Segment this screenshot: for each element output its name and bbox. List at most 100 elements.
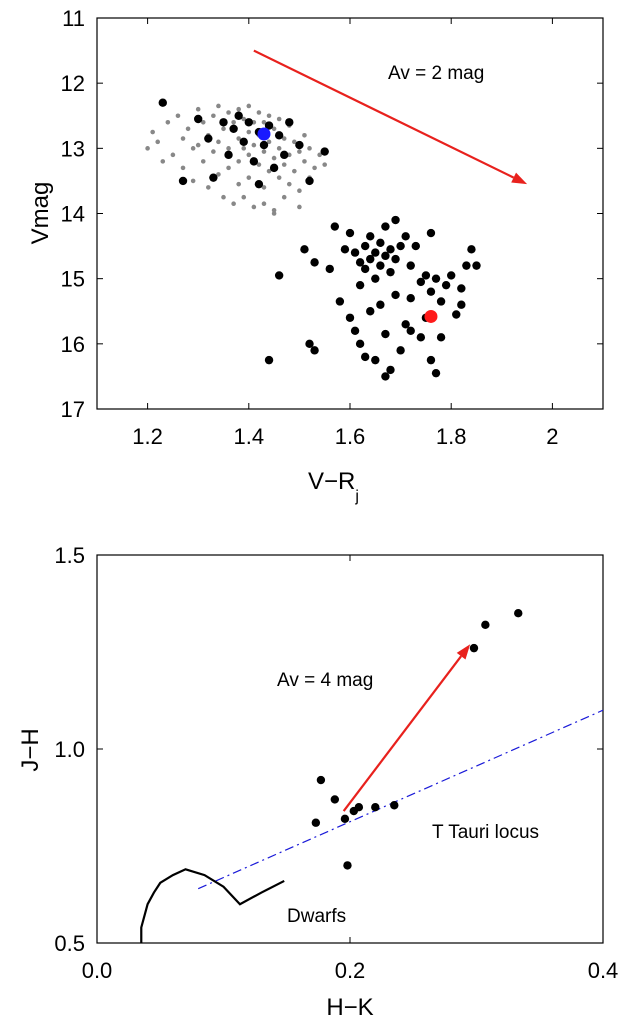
x-tick-label: 0.0 xyxy=(82,958,113,983)
member-star-point xyxy=(274,271,284,280)
plot-frame xyxy=(96,17,604,410)
highlight-point-red xyxy=(424,309,438,323)
member-star-point xyxy=(467,245,476,254)
annotation-av4: Av = 4 mag xyxy=(277,670,373,691)
field-star-point xyxy=(271,155,277,161)
field-star-point xyxy=(236,136,241,141)
field-star-point xyxy=(312,165,317,171)
member-star-point xyxy=(381,372,390,381)
member-star-point xyxy=(305,339,314,349)
y-tick-label: 1.5 xyxy=(54,543,85,568)
x-tick-label: 0.2 xyxy=(335,958,366,983)
member-star-point xyxy=(340,245,350,254)
member-star-point xyxy=(264,355,274,365)
member-star-point xyxy=(259,140,269,150)
star-point xyxy=(371,803,380,812)
member-star-point xyxy=(366,307,375,316)
field-star-point xyxy=(251,204,257,210)
field-star-point xyxy=(266,139,272,145)
field-star-point xyxy=(226,146,231,151)
x-tick-label: 1.4 xyxy=(234,424,265,449)
field-star-point xyxy=(226,165,231,171)
member-star-point xyxy=(462,261,471,270)
member-star-point xyxy=(416,333,426,342)
y-axis-label: J−H xyxy=(17,728,44,771)
field-star-point xyxy=(236,106,241,112)
highlight-point-blue xyxy=(257,127,271,141)
star-point xyxy=(330,795,340,804)
star-point xyxy=(340,814,350,824)
field-star-point xyxy=(236,181,241,187)
member-star-point xyxy=(436,297,446,306)
x-tick-label: 1.2 xyxy=(132,424,163,449)
annotation-av2: Av = 2 mag xyxy=(388,63,484,84)
field-star-point xyxy=(297,204,302,210)
member-star-point xyxy=(310,258,319,267)
member-star-point xyxy=(249,157,259,166)
field-star-point xyxy=(216,103,221,109)
member-star-point xyxy=(335,297,345,306)
member-star-point xyxy=(386,267,395,277)
member-star-point xyxy=(386,245,395,254)
member-star-point xyxy=(264,121,274,130)
member-star-point xyxy=(178,176,188,186)
field-star-point xyxy=(302,133,307,138)
y-tick-label: 17 xyxy=(61,397,85,422)
field-star-point xyxy=(292,168,297,174)
x-tick-label: 1.6 xyxy=(335,424,366,449)
field-star-point xyxy=(155,139,161,145)
member-star-point xyxy=(401,232,410,241)
field-star-point xyxy=(271,126,277,132)
member-star-point xyxy=(411,241,420,251)
field-star-point xyxy=(256,162,262,167)
field-star-point xyxy=(160,159,166,164)
y-tick-label: 16 xyxy=(61,332,85,357)
tauri-locus-line xyxy=(197,709,604,890)
member-star-point xyxy=(426,228,436,238)
field-star-point xyxy=(190,178,196,184)
field-star-point xyxy=(221,194,226,200)
star-point xyxy=(354,803,364,812)
field-star-point xyxy=(261,119,267,125)
member-star-point xyxy=(391,215,400,225)
star-point xyxy=(311,818,321,827)
field-star-point xyxy=(251,142,257,148)
field-star-point xyxy=(145,146,150,151)
field-star-point xyxy=(190,146,196,151)
cmd-panel: 1.2 1.4 1.6 1.8 2 11 12 13 14 15 16 17 Av = 2 mag V… xyxy=(27,6,604,505)
arrow-shaft xyxy=(253,49,515,179)
member-star-point xyxy=(426,287,436,296)
member-star-point xyxy=(472,261,481,270)
member-star-point xyxy=(350,248,360,257)
member-star-point xyxy=(239,137,248,147)
field-star-point xyxy=(221,126,226,132)
member-star-point xyxy=(355,258,365,267)
field-star-point xyxy=(292,139,297,145)
field-star-point xyxy=(266,113,272,119)
field-star-point xyxy=(195,142,201,148)
member-star-point xyxy=(452,310,461,319)
star-point xyxy=(343,861,352,870)
member-star-point xyxy=(431,368,441,378)
member-star-point xyxy=(371,274,380,283)
member-star-point xyxy=(355,280,365,290)
member-star-point xyxy=(391,290,400,300)
member-star-point xyxy=(371,248,380,257)
field-star-point xyxy=(211,149,216,154)
field-star-point xyxy=(307,146,312,151)
field-star-point xyxy=(180,136,186,141)
member-star-point xyxy=(376,261,385,270)
field-star-point xyxy=(281,136,287,141)
member-star-point xyxy=(305,176,314,186)
member-star-point xyxy=(406,261,415,270)
field-star-point xyxy=(195,106,201,112)
member-star-point xyxy=(345,228,355,238)
field-star-point xyxy=(241,194,247,200)
field-star-point xyxy=(180,165,186,171)
member-star-point xyxy=(320,147,329,156)
reddening-arrow xyxy=(342,644,471,812)
field-star-point xyxy=(281,194,287,200)
field-star-point xyxy=(241,146,247,151)
member-star-point xyxy=(416,277,426,287)
